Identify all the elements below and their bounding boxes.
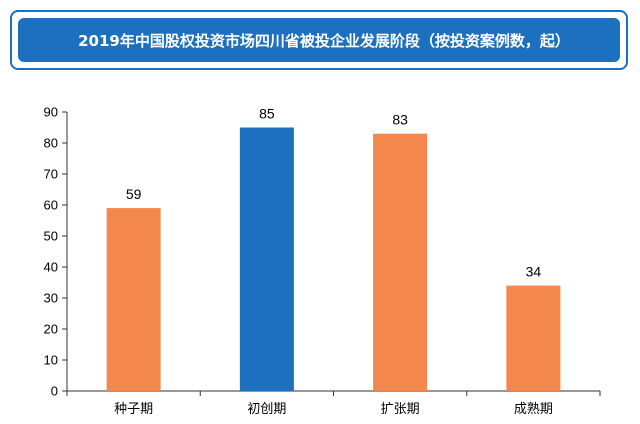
y-tick-label: 50	[44, 229, 58, 244]
bar	[106, 208, 161, 391]
y-tick-label: 70	[44, 167, 58, 182]
x-tick-label: 初创期	[247, 402, 286, 417]
bar	[373, 133, 428, 391]
y-tick-label: 20	[44, 322, 58, 337]
x-tick-label: 成熟期	[514, 401, 553, 417]
x-tick-label: 种子期	[114, 402, 153, 417]
y-tick-label: 30	[44, 291, 58, 306]
data-label: 85	[259, 106, 275, 122]
title-bar: 2019年中国股权投资市场四川省被投企业发展阶段（按投资案例数，起）	[18, 18, 620, 62]
y-tick-label: 0	[51, 384, 58, 399]
y-tick-label: 10	[44, 353, 58, 368]
bar	[506, 285, 561, 391]
data-label: 34	[526, 264, 542, 280]
data-label: 59	[126, 186, 142, 202]
y-tick-label: 90	[44, 105, 58, 120]
bar	[239, 127, 294, 391]
data-label: 83	[392, 112, 408, 128]
x-tick-label: 扩张期	[381, 402, 420, 417]
y-tick-label: 40	[44, 260, 58, 275]
y-tick-label: 80	[44, 136, 58, 151]
y-tick-label: 60	[44, 198, 58, 213]
chart-title: 2019年中国股权投资市场四川省被投企业发展阶段（按投资案例数，起）	[78, 31, 570, 50]
